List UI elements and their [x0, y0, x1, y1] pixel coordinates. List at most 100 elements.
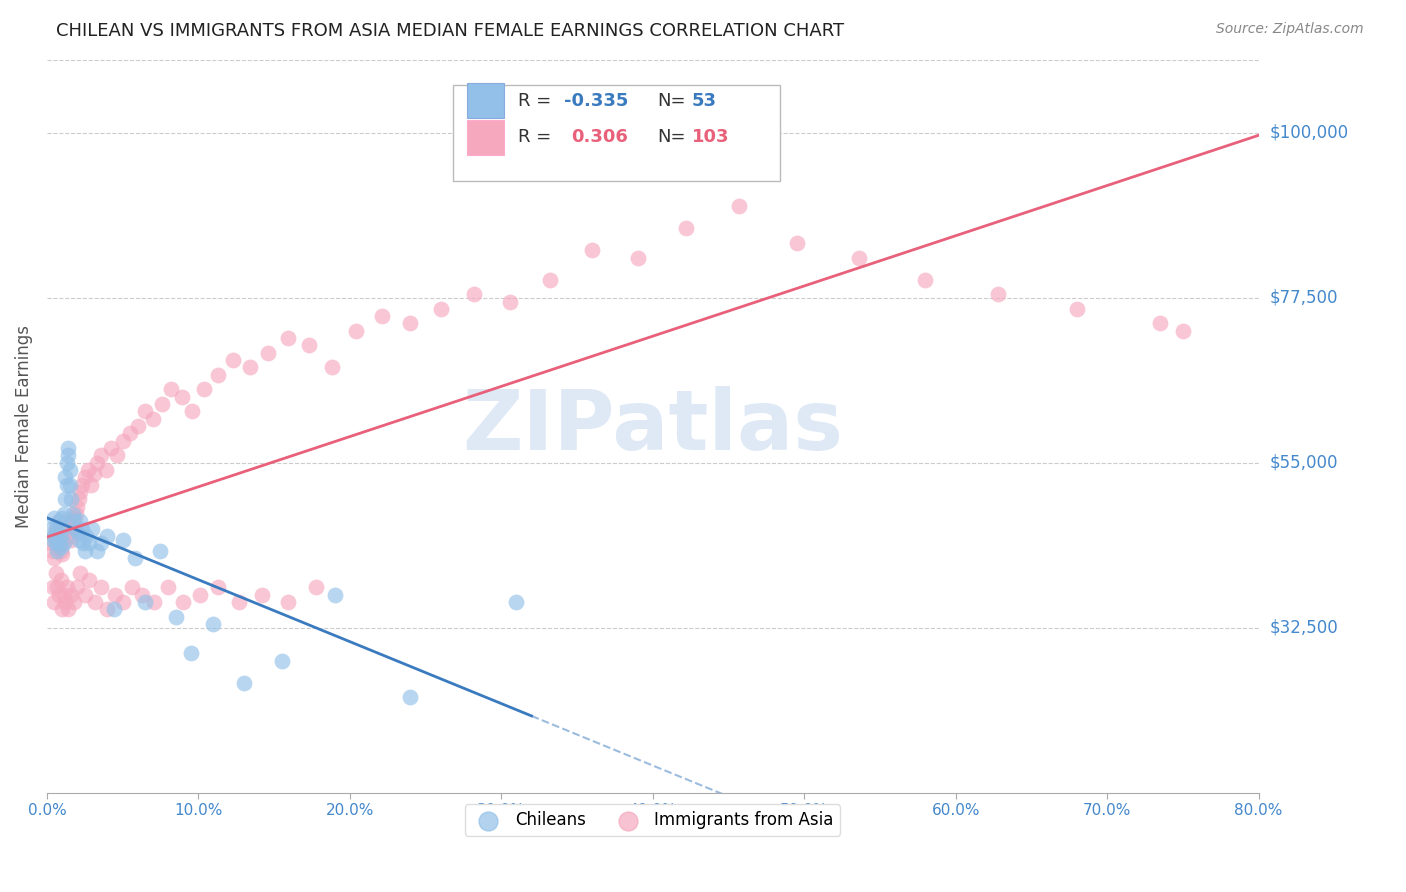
Point [239, 360, 262, 375]
Text: R =: R = [519, 92, 557, 110]
Text: N=: N= [658, 92, 686, 110]
Point [538, 272, 561, 286]
Point [62, 507, 84, 521]
Point [44, 510, 66, 524]
Point [48, 588, 70, 602]
Text: N=: N= [658, 128, 686, 146]
Point [90, 536, 112, 550]
Point [73, 470, 96, 484]
Point [257, 346, 280, 360]
Point [51, 602, 73, 616]
Point [463, 287, 485, 301]
Point [69, 566, 91, 580]
Text: $32,500: $32,500 [1270, 619, 1339, 637]
Text: $55,000: $55,000 [1270, 454, 1339, 472]
Point [111, 595, 134, 609]
Point [675, 221, 697, 235]
Point [56, 602, 79, 616]
Point [63, 595, 86, 609]
Point [56, 441, 79, 455]
Point [228, 595, 250, 609]
Point [172, 595, 194, 609]
Point [42, 581, 65, 595]
Point [59, 463, 82, 477]
Point [848, 251, 870, 265]
Point [49, 540, 72, 554]
Point [170, 390, 193, 404]
Point [1149, 317, 1171, 331]
Text: 53: 53 [692, 92, 717, 110]
Point [134, 404, 156, 418]
Point [51, 510, 73, 524]
Point [42, 533, 65, 547]
Point [52, 536, 75, 550]
Text: R =: R = [519, 128, 562, 146]
Point [298, 338, 321, 352]
Point [344, 324, 367, 338]
Text: $77,500: $77,500 [1270, 289, 1339, 307]
Point [134, 595, 156, 609]
Text: -0.335: -0.335 [564, 92, 628, 110]
Point [52, 533, 75, 547]
Point [1171, 324, 1194, 338]
Point [48, 515, 70, 529]
Point [49, 543, 72, 558]
Y-axis label: Median Female Earnings: Median Female Earnings [15, 325, 32, 528]
Point [45, 536, 67, 550]
Point [63, 510, 86, 524]
Point [786, 235, 808, 250]
Point [505, 595, 527, 609]
Point [127, 419, 149, 434]
Text: $100,000: $100,000 [1270, 124, 1348, 142]
Point [66, 500, 89, 514]
Point [55, 581, 77, 595]
Point [76, 463, 98, 477]
Point [55, 477, 77, 491]
Point [149, 543, 172, 558]
Point [914, 272, 936, 286]
Point [45, 536, 67, 550]
Point [52, 588, 75, 602]
Point [48, 515, 70, 529]
Point [193, 383, 215, 397]
Point [53, 470, 76, 484]
Point [62, 522, 84, 536]
Point [53, 492, 76, 507]
Point [90, 449, 112, 463]
Point [399, 690, 422, 705]
Point [79, 536, 101, 550]
Point [499, 294, 522, 309]
Point [160, 383, 183, 397]
Point [44, 551, 66, 566]
Text: CHILEAN VS IMMIGRANTS FROM ASIA MEDIAN FEMALE EARNINGS CORRELATION CHART: CHILEAN VS IMMIGRANTS FROM ASIA MEDIAN F… [56, 22, 845, 40]
Point [124, 551, 146, 566]
Point [150, 397, 173, 411]
Point [67, 533, 90, 547]
Point [73, 588, 96, 602]
Point [75, 529, 97, 543]
Point [44, 529, 66, 543]
Point [84, 595, 107, 609]
Point [987, 287, 1010, 301]
Point [65, 507, 87, 521]
Point [305, 581, 328, 595]
Point [277, 331, 299, 345]
Point [121, 581, 143, 595]
Point [46, 540, 69, 554]
Point [222, 353, 245, 368]
Point [46, 525, 69, 540]
Point [188, 588, 211, 602]
Point [111, 434, 134, 448]
Point [104, 588, 127, 602]
Point [60, 533, 83, 547]
Point [120, 426, 142, 441]
Legend: Chileans, Immigrants from Asia: Chileans, Immigrants from Asia [465, 805, 841, 836]
Point [250, 588, 273, 602]
Text: ZIPatlas: ZIPatlas [463, 385, 844, 467]
Point [59, 529, 82, 543]
Point [69, 515, 91, 529]
Point [72, 536, 94, 550]
Point [86, 456, 108, 470]
Point [44, 595, 66, 609]
Point [51, 548, 73, 562]
